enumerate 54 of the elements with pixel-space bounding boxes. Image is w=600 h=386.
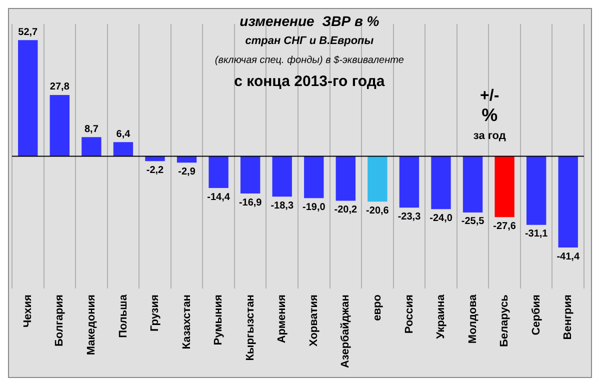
x-tick-label: Украина <box>435 294 448 339</box>
bar <box>82 137 102 156</box>
bar <box>368 156 388 202</box>
bar <box>240 156 260 194</box>
data-label: -2,9 <box>178 166 196 178</box>
bar <box>494 156 514 218</box>
data-label: -2,2 <box>146 164 164 176</box>
bar <box>558 156 578 248</box>
bar <box>113 142 134 156</box>
x-tick-label: Казахстан <box>180 294 193 350</box>
bar <box>18 40 38 156</box>
data-label: 8,7 <box>84 124 99 135</box>
x-tick-label: Македония <box>85 294 98 356</box>
x-tick-label: Венгрия <box>562 294 574 340</box>
data-label: -41,4 <box>556 251 580 262</box>
x-tick-label: Армения <box>276 294 288 344</box>
x-tick-label: Чехия <box>22 294 34 328</box>
x-tick-label: Польша <box>117 294 130 338</box>
bar <box>526 156 546 225</box>
x-tick-label: Болгария <box>54 294 66 346</box>
bar <box>399 156 420 208</box>
x-tick-label: Румыния <box>212 294 225 346</box>
data-label: 27,8 <box>50 82 70 93</box>
annotation: +/- % за год <box>473 87 506 142</box>
x-tick-label: Беларусь <box>498 294 511 347</box>
chart-title: изменение ЗВР в % стран СНГ и В.Европы (включая спец. фонды) в $-эквиваленте с конца 2013-го года <box>214 12 404 90</box>
x-tick-label: Молдова <box>466 294 479 344</box>
bar <box>304 156 324 198</box>
x-tick-label: Грузия <box>149 294 162 332</box>
data-label: -16,9 <box>238 197 262 208</box>
bar <box>336 156 356 201</box>
bar <box>431 156 451 210</box>
x-tick-label: Кыргызстан <box>244 294 256 361</box>
bar <box>208 156 228 188</box>
x-tick-label: Азербайджан <box>340 294 352 368</box>
data-label: -31,1 <box>524 228 548 240</box>
data-label: 6,4 <box>116 128 131 140</box>
data-label: -23,3 <box>398 211 422 222</box>
bar <box>462 156 483 212</box>
x-tick-label: Хорватия <box>308 294 320 346</box>
data-label: 52,7 <box>18 26 38 38</box>
x-tick-label: Россия <box>403 294 416 334</box>
data-label: -14,4 <box>207 192 230 203</box>
x-tick-label: евро <box>371 294 384 321</box>
data-label: -20,2 <box>334 204 358 216</box>
data-label: -25,5 <box>461 216 485 228</box>
data-label: -27,6 <box>493 220 516 232</box>
data-label: -19,0 <box>302 202 326 213</box>
bar <box>272 156 292 197</box>
x-tick-label: Сербия <box>530 294 542 336</box>
data-label: -24,0 <box>430 212 453 224</box>
data-label: -20,6 <box>366 205 390 216</box>
data-label: -18,3 <box>270 200 294 212</box>
bar <box>50 94 70 156</box>
